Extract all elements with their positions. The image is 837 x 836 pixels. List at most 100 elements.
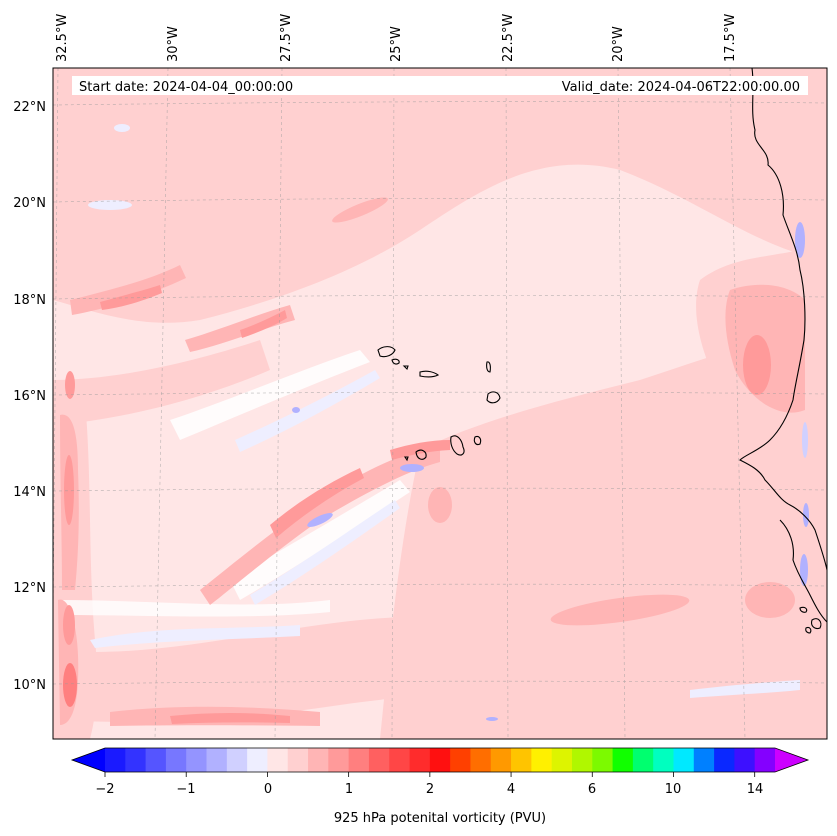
island-boa-vista (486, 391, 501, 404)
colorbar-cell (348, 748, 370, 772)
lon-label: 32.5°W (55, 14, 70, 62)
colorbar-cell (490, 748, 512, 772)
lon-label: 17.5°W (723, 14, 738, 62)
island-santa-luzia (402, 365, 409, 371)
colorbar-cell (308, 748, 329, 772)
colorbar-cell (247, 748, 268, 772)
contour-blue-5 (802, 422, 808, 458)
lat-label: 12°N (13, 581, 46, 596)
island-santo-antao (377, 346, 396, 358)
contour-blue-2 (307, 513, 333, 527)
island-bijagos-1 (799, 606, 808, 613)
contour-streak-9 (428, 487, 452, 523)
colorbar-cell (693, 748, 715, 772)
colorbar-cell (754, 748, 776, 772)
contour-white-lane-1 (170, 350, 370, 440)
colorbar-tick-label: −2 (95, 782, 114, 797)
contour-band-northwest (53, 130, 440, 275)
colorbar-cell (673, 748, 695, 772)
colorbar-over-arrow (775, 748, 808, 772)
colorbar-cell (734, 748, 756, 772)
colorbar-cell (450, 748, 471, 772)
lat-label: 18°N (13, 293, 46, 308)
colorbar-cell (470, 748, 492, 772)
contour-core-2 (240, 310, 287, 338)
contour-streak-11 (745, 582, 795, 618)
contour-core-3 (270, 468, 364, 538)
island-maio (473, 435, 482, 446)
colorbar-under-arrow (72, 748, 105, 772)
start-date-label: Start date: 2024-04-04_00:00:00 (79, 80, 293, 95)
colorbar-cell (571, 748, 593, 772)
colorbar-cell (389, 748, 410, 772)
lat-label: 10°N (13, 678, 46, 693)
colorbar-cell (511, 748, 532, 772)
colorbar-cell (105, 748, 126, 772)
colorbar-cell (531, 748, 553, 772)
contour-core-7 (63, 605, 75, 645)
contour-core-9 (65, 371, 75, 399)
gridlines (53, 68, 827, 739)
coastline-guinea (779, 519, 827, 623)
colorbar-tick-label: 2 (426, 782, 434, 797)
colorbar-cell (125, 748, 146, 772)
colorbar-cell (409, 748, 431, 772)
contour-negative-5 (88, 200, 132, 210)
island-bijagos-3 (805, 626, 812, 634)
valid-date-label: Valid_date: 2024-04-06T22:00:00.00 (562, 80, 800, 95)
colorbar-tick-labels: −2 −1 0 1 2 4 6 10 14 (95, 782, 763, 797)
colorbar-cell (429, 748, 451, 772)
contour-white-lane-3 (60, 600, 330, 617)
contour-negative-2 (250, 500, 400, 605)
map-area (53, 68, 827, 739)
contour-blue-3 (292, 407, 300, 413)
lon-label: 22.5°W (501, 14, 516, 62)
map-frame (52, 67, 828, 740)
latitude-labels: 22°N 20°N 18°N 16°N 14°N 12°N 10°N (13, 100, 46, 693)
longitude-labels: 32.5°W 30°W 27.5°W 25°W 22.5°W 20°W 17.5… (55, 14, 738, 62)
colorbar: −2 −1 0 1 2 4 6 10 14 925 hPa potenital … (70, 747, 810, 826)
colorbar-cell (592, 748, 613, 772)
colorbar-cell (328, 748, 350, 772)
contour-streak-2 (185, 305, 295, 352)
lon-label: 27.5°W (279, 14, 294, 62)
island-sal (486, 361, 491, 373)
contour-negative-4 (690, 680, 800, 698)
coastlines (377, 68, 827, 634)
contour-streak-10 (550, 594, 690, 626)
coastline-africa (739, 68, 827, 571)
colorbar-cell (653, 748, 674, 772)
colorbar-cell (287, 748, 309, 772)
colorbar-tick-label: 0 (264, 782, 272, 797)
colorbar-cell (632, 748, 654, 772)
colorbar-tick-label: −1 (176, 782, 195, 797)
contour-region-north (53, 68, 827, 323)
contour-blue-8 (486, 717, 498, 721)
contour-band-west (53, 340, 270, 425)
colorbar-tick-label: 6 (588, 782, 596, 797)
lat-label: 20°N (13, 196, 46, 211)
colorbar-cell (612, 748, 634, 772)
colorbar-tick-label: 10 (665, 782, 682, 797)
island-brava (403, 456, 409, 462)
lat-label: 16°N (13, 389, 46, 404)
lat-label: 22°N (13, 100, 46, 115)
island-santiago (450, 435, 465, 456)
contour-core-5 (170, 713, 290, 724)
island-sao-nicolau (419, 370, 440, 378)
colorbar-cell (368, 748, 390, 772)
island-bijagos-2 (811, 618, 822, 630)
contour-blue-7 (800, 554, 808, 586)
colorbar-cell (145, 748, 167, 772)
lon-label: 30°W (166, 26, 181, 62)
contour-negative-1 (235, 370, 380, 452)
contour-core-1 (100, 285, 162, 310)
colorbar-cell (186, 748, 207, 772)
contour-blue-1 (400, 464, 424, 472)
contour-streak-1 (70, 265, 186, 315)
colorbar-cell (551, 748, 573, 772)
contour-white-lane-2 (230, 480, 410, 600)
contour-blue-4 (795, 222, 805, 258)
colorbar-cell (226, 748, 248, 772)
